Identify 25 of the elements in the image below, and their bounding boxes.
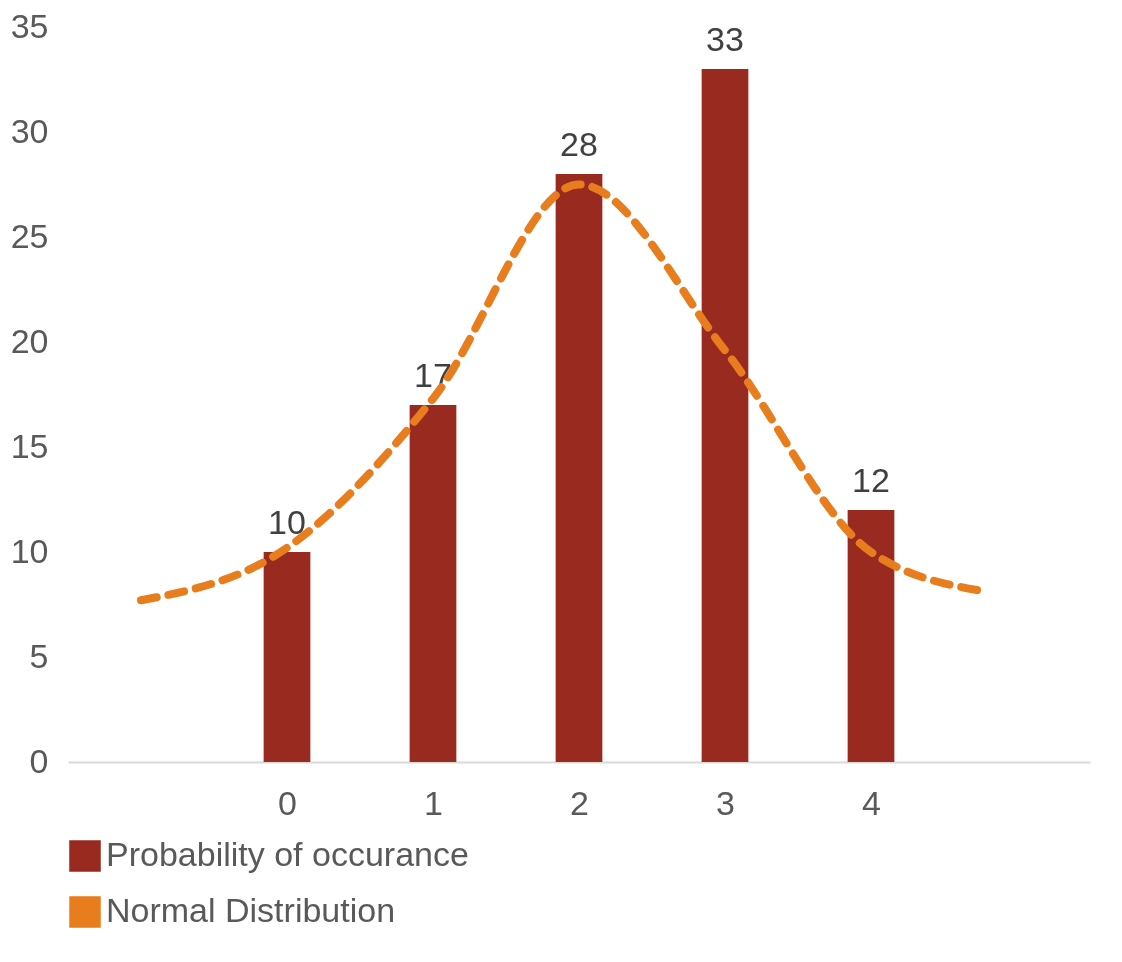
- bar: [409, 405, 457, 762]
- y-tick-label: 30: [10, 111, 49, 150]
- data-label: 33: [706, 20, 744, 58]
- y-tick-label: 0: [29, 741, 49, 780]
- data-label: 28: [560, 125, 598, 163]
- y-tick-label: 20: [10, 321, 49, 360]
- data-label: 17: [414, 356, 452, 394]
- bar: [847, 510, 895, 762]
- data-label: 10: [268, 503, 306, 541]
- y-tick-label: 5: [29, 636, 49, 675]
- y-tick-label: 10: [10, 531, 49, 570]
- x-tick-label: 1: [424, 783, 443, 822]
- legend-label: Probability of occurance: [106, 835, 469, 873]
- x-tick-label: 2: [570, 783, 589, 822]
- legend-label: Normal Distribution: [106, 891, 396, 929]
- bar: [701, 69, 749, 762]
- x-tick-label: 3: [716, 783, 735, 822]
- x-tick-label: 0: [278, 783, 297, 822]
- y-tick-label: 35: [10, 6, 49, 45]
- x-tick-label: 4: [862, 783, 881, 822]
- y-tick-label: 15: [10, 426, 49, 465]
- data-label: 12: [852, 461, 890, 499]
- bar: [555, 174, 603, 762]
- bar: [263, 552, 311, 762]
- y-tick-label: 25: [10, 216, 49, 255]
